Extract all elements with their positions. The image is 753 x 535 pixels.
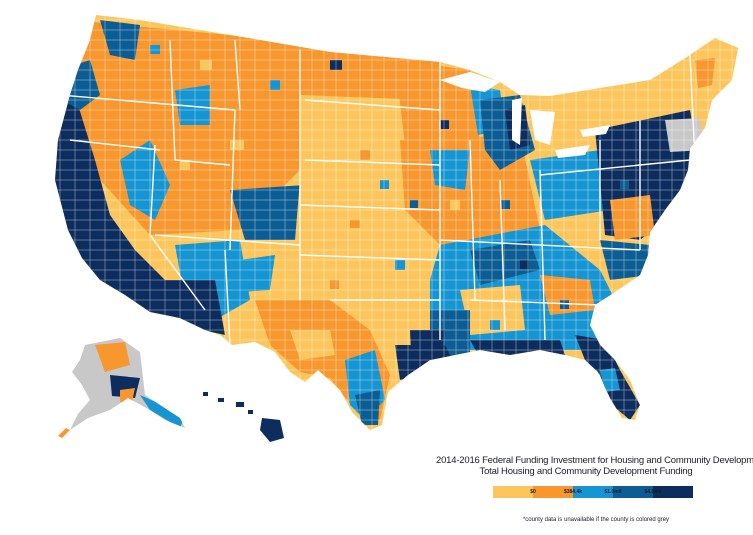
legend-seg-3 bbox=[613, 486, 653, 498]
legend-tick-2: $1.0mil bbox=[604, 489, 622, 495]
legend-seg-2 bbox=[573, 486, 613, 498]
legend-title: 2014-2016 Federal Funding Investment for… bbox=[436, 455, 753, 466]
alaska bbox=[58, 338, 185, 438]
legend-color-bar bbox=[493, 486, 693, 498]
legend-subtitle: Total Housing and Community Development … bbox=[479, 466, 693, 477]
legend-tick-3: $4.0mil bbox=[644, 489, 662, 495]
funding-regions bbox=[55, 20, 738, 425]
legend-seg-1 bbox=[533, 486, 573, 498]
legend-tick-1: $384.4k bbox=[563, 489, 583, 495]
great-lakes bbox=[440, 72, 610, 158]
unavailable-counties bbox=[665, 118, 705, 152]
legend-note: *county data is unavailable if the count… bbox=[522, 517, 670, 523]
legend-tick-0: $0 bbox=[530, 489, 536, 495]
hawaii bbox=[203, 392, 284, 442]
legend-seg-4 bbox=[653, 486, 693, 498]
state-boundaries bbox=[59, 39, 696, 346]
legend-seg-0 bbox=[493, 486, 533, 498]
region-pacific-coast bbox=[55, 95, 200, 330]
region-gulf-coast bbox=[395, 345, 455, 380]
contiguous-us bbox=[55, 15, 738, 430]
region-ohio-valley bbox=[530, 150, 610, 220]
